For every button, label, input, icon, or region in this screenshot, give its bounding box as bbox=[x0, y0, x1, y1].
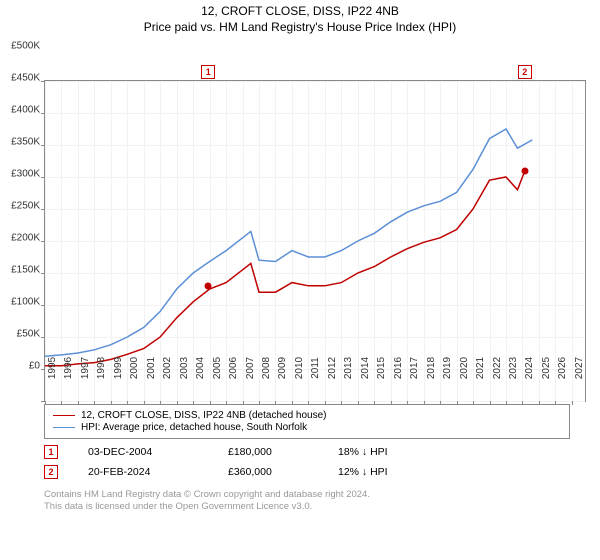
sale-price: £360,000 bbox=[228, 466, 308, 478]
title-line-2: Price paid vs. HM Land Registry's House … bbox=[0, 18, 600, 34]
legend-item: 12, CROFT CLOSE, DISS, IP22 4NB (detache… bbox=[53, 410, 561, 421]
x-tick-label: 2024 bbox=[524, 357, 535, 379]
x-axis-labels: 1995199619971998199920002001200220032004… bbox=[44, 366, 584, 406]
sale-marker: 2 bbox=[518, 65, 532, 79]
x-tick-label: 1996 bbox=[63, 357, 74, 379]
x-tick-label: 2002 bbox=[162, 357, 173, 379]
x-tick-label: 2011 bbox=[310, 357, 321, 379]
x-tick-label: 2001 bbox=[146, 357, 157, 379]
sale-price: £180,000 bbox=[228, 446, 308, 458]
x-tick-label: 2010 bbox=[294, 357, 305, 379]
sale-row: 2 20-FEB-2024 £360,000 12% ↓ HPI bbox=[44, 465, 570, 479]
footer-line-1: Contains HM Land Registry data © Crown c… bbox=[44, 489, 570, 501]
x-tick-label: 2021 bbox=[475, 357, 486, 379]
chart-title: 12, CROFT CLOSE, DISS, IP22 4NB Price pa… bbox=[0, 0, 600, 34]
x-tick-label: 2000 bbox=[129, 357, 140, 379]
footer-attribution: Contains HM Land Registry data © Crown c… bbox=[44, 489, 570, 514]
y-axis-labels: £0£50K£100K£150K£200K£250K£300K£350K£400… bbox=[0, 46, 44, 366]
x-tick-label: 2008 bbox=[261, 357, 272, 379]
x-tick-label: 2022 bbox=[492, 357, 503, 379]
y-tick-label: £500K bbox=[2, 41, 40, 52]
sale-row-marker: 1 bbox=[44, 445, 58, 459]
y-tick-label: £300K bbox=[2, 169, 40, 180]
legend-label: 12, CROFT CLOSE, DISS, IP22 4NB (detache… bbox=[81, 410, 326, 421]
sale-marker: 1 bbox=[201, 65, 215, 79]
legend-item: HPI: Average price, detached house, Sout… bbox=[53, 422, 561, 433]
x-tick-label: 2014 bbox=[360, 357, 371, 379]
x-tick-label: 2016 bbox=[393, 357, 404, 379]
x-tick-label: 2023 bbox=[508, 357, 519, 379]
sale-row-marker: 2 bbox=[44, 465, 58, 479]
sale-dot bbox=[205, 282, 212, 289]
series-hpi-line bbox=[45, 129, 532, 356]
below-chart-section: 12, CROFT CLOSE, DISS, IP22 4NB (detache… bbox=[0, 404, 600, 514]
legend: 12, CROFT CLOSE, DISS, IP22 4NB (detache… bbox=[44, 404, 570, 439]
series-price-line bbox=[45, 171, 525, 366]
sale-hpi-delta: 12% ↓ HPI bbox=[338, 466, 388, 478]
x-tick-label: 2006 bbox=[228, 357, 239, 379]
chart-plot-area: 12 bbox=[44, 80, 586, 402]
y-tick-label: £100K bbox=[2, 297, 40, 308]
y-tick-label: £0 bbox=[2, 361, 40, 372]
footer-line-2: This data is licensed under the Open Gov… bbox=[44, 501, 570, 513]
x-tick-label: 2012 bbox=[327, 357, 338, 379]
title-line-1: 12, CROFT CLOSE, DISS, IP22 4NB bbox=[0, 0, 600, 18]
sale-row: 1 03-DEC-2004 £180,000 18% ↓ HPI bbox=[44, 445, 570, 459]
sale-hpi-delta: 18% ↓ HPI bbox=[338, 446, 388, 458]
x-tick-label: 2004 bbox=[195, 357, 206, 379]
x-tick-label: 1998 bbox=[96, 357, 107, 379]
x-tick-label: 2027 bbox=[574, 357, 585, 379]
sales-list: 1 03-DEC-2004 £180,000 18% ↓ HPI 2 20-FEB-202… bbox=[44, 445, 570, 479]
x-tick-label: 2015 bbox=[376, 357, 387, 379]
x-tick-label: 2020 bbox=[459, 357, 470, 379]
x-tick-label: 2007 bbox=[245, 357, 256, 379]
x-tick-label: 1997 bbox=[80, 357, 91, 379]
x-tick-label: 2026 bbox=[557, 357, 568, 379]
y-tick-label: £150K bbox=[2, 265, 40, 276]
chart-svg bbox=[45, 81, 585, 401]
x-tick-label: 1999 bbox=[113, 357, 124, 379]
x-tick-label: 1995 bbox=[47, 357, 58, 379]
sale-date: 20-FEB-2024 bbox=[88, 466, 198, 478]
x-tick-label: 2003 bbox=[179, 357, 190, 379]
x-tick-label: 2025 bbox=[541, 357, 552, 379]
y-tick-label: £50K bbox=[2, 329, 40, 340]
sale-date: 03-DEC-2004 bbox=[88, 446, 198, 458]
y-tick-label: £400K bbox=[2, 105, 40, 116]
sale-dot bbox=[521, 167, 528, 174]
y-tick-label: £200K bbox=[2, 233, 40, 244]
x-tick-label: 2018 bbox=[426, 357, 437, 379]
y-tick-label: £250K bbox=[2, 201, 40, 212]
x-tick-label: 2009 bbox=[277, 357, 288, 379]
x-tick-label: 2019 bbox=[442, 357, 453, 379]
x-tick-label: 2013 bbox=[343, 357, 354, 379]
x-tick-label: 2005 bbox=[212, 357, 223, 379]
y-tick-label: £350K bbox=[2, 137, 40, 148]
y-tick-label: £450K bbox=[2, 73, 40, 84]
x-tick-label: 2017 bbox=[409, 357, 420, 379]
legend-swatch bbox=[53, 427, 75, 428]
legend-label: HPI: Average price, detached house, Sout… bbox=[81, 422, 307, 433]
legend-swatch bbox=[53, 415, 75, 416]
